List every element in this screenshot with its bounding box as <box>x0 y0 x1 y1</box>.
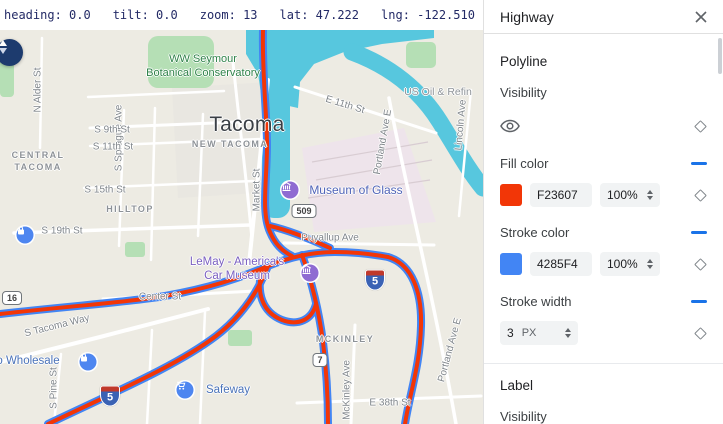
street-label-s-9th: S 9th St <box>94 124 130 136</box>
warehouse-store-icon[interactable] <box>79 353 97 371</box>
area-label-new-tacoma: NEW TACOMA <box>191 139 269 149</box>
panel-scrollbar[interactable] <box>718 38 722 74</box>
stroke-color-label: Stroke color <box>500 225 570 240</box>
section-divider <box>484 363 723 364</box>
polyline-visibility-label: Visibility <box>500 85 547 100</box>
fill-opacity-input[interactable]: 100% <box>600 183 660 207</box>
interstate-5-shield: 5 <box>365 269 385 291</box>
dash-icon[interactable] <box>691 231 707 234</box>
eye-icon[interactable] <box>500 116 520 136</box>
street-label-e-38th: E 38th St <box>369 397 411 409</box>
route-16-shield: 16 <box>1 291 23 305</box>
stepper-arrows-icon[interactable] <box>647 190 653 200</box>
area-label-central-line2: TACOMA <box>14 162 62 172</box>
city-label-tacoma: Tacoma <box>209 113 285 136</box>
lat-readout: lat: 47.222 <box>279 8 360 22</box>
fill-color-hex-input[interactable]: F23607 <box>530 183 592 207</box>
street-label-puyallup-ave: Puyallup Ave <box>301 232 359 244</box>
street-label-s-11th: S 11th St <box>92 141 134 153</box>
street-label-s-19th: S 19th St <box>41 225 83 237</box>
stroke-width-input[interactable]: 3 PX <box>500 321 578 345</box>
diamond-icon[interactable] <box>694 257 707 271</box>
lng-readout: lng: -122.510 <box>381 8 475 22</box>
stroke-opacity-input[interactable]: 100% <box>600 252 660 276</box>
stroke-color-swatch[interactable] <box>500 253 522 275</box>
fill-color-label: Fill color <box>500 156 549 171</box>
section-title-label: Label <box>500 378 534 393</box>
route-509-shield: 509 <box>291 204 317 218</box>
panel-header: Highway <box>484 0 723 34</box>
route-7-shield: 7 <box>312 353 328 367</box>
wright-park <box>148 36 214 88</box>
area-label-mckinley: MCKINLEY <box>315 334 375 344</box>
stroke-width-label-row: Stroke width <box>500 294 707 309</box>
street-label-mckinley-ave: McKinley Ave <box>341 360 353 420</box>
section-title-polyline: Polyline <box>500 54 548 69</box>
tilt-readout: tilt: 0.0 <box>112 8 178 22</box>
street-label-s-15th: S 15th St <box>84 184 126 196</box>
stroke-width-row: 3 PX <box>500 321 707 345</box>
park-label-conservatory-line2: Botanical Conservatory <box>146 67 260 79</box>
area-label-central-line1: CENTRAL <box>11 150 65 160</box>
poi-label-lemay-line1[interactable]: LeMay - America's <box>189 256 285 268</box>
map-viewport[interactable]: WW Seymour Botanical Conservatory Tacoma… <box>0 30 483 424</box>
poi-label-wholesale[interactable]: o Wholesale <box>0 355 60 367</box>
parks <box>0 36 436 346</box>
park-label-conservatory-line1: WW Seymour <box>169 53 237 65</box>
heading-readout: heading: 0.0 <box>4 8 91 22</box>
close-icon[interactable] <box>691 7 711 27</box>
stroke-width-label: Stroke width <box>500 294 572 309</box>
museum-icon[interactable] <box>301 264 319 282</box>
street-label-market-st: Market St <box>251 168 263 212</box>
map-column: heading: 0.0 tilt: 0.0 zoom: 13 lat: 47.… <box>0 0 483 424</box>
interstate-5-shield: 5 <box>100 385 120 407</box>
poi-label-us-oil: US Oil & Refin <box>404 86 472 98</box>
diamond-icon[interactable] <box>694 119 707 133</box>
feature-style-panel: Highway Polyline Visibility Fill color F <box>483 0 723 424</box>
poi-label-safeway[interactable]: Safeway <box>205 384 251 396</box>
polyline-visibility-row <box>500 114 707 138</box>
street-label-center-st: Center St <box>138 291 182 303</box>
zoom-readout: zoom: 13 <box>199 8 258 22</box>
streets <box>0 36 483 424</box>
camera-debug-bar: heading: 0.0 tilt: 0.0 zoom: 13 lat: 47.… <box>0 0 483 30</box>
dash-icon[interactable] <box>691 162 707 165</box>
poi-label-lemay-line2[interactable]: Car Museum <box>204 270 270 282</box>
fill-opacity-value: 100% <box>607 188 638 202</box>
fill-color-row: F23607 100% <box>500 183 707 207</box>
commencement-bay <box>246 30 434 108</box>
stroke-opacity-value: 100% <box>607 257 638 271</box>
poi-label-museum-of-glass[interactable]: Museum of Glass <box>309 183 403 197</box>
panel-title: Highway <box>500 8 554 25</box>
street-label-s-pine: S Pine St <box>48 367 60 409</box>
stroke-color-label-row: Stroke color <box>500 225 707 240</box>
shopping-cart-icon[interactable] <box>176 381 194 399</box>
label-visibility-label: Visibility <box>500 409 547 424</box>
rail-lines <box>307 141 433 199</box>
museum-icon[interactable] <box>281 181 299 199</box>
street-label-s-sprague: S Sprague Ave <box>113 104 125 172</box>
diamond-icon[interactable] <box>694 188 707 202</box>
stroke-color-hex-input[interactable]: 4285F4 <box>530 252 592 276</box>
street-label-n-alder: N Alder St <box>32 67 44 113</box>
fill-color-swatch[interactable] <box>500 184 522 206</box>
fill-color-label-row: Fill color <box>500 156 707 171</box>
stepper-arrows-icon[interactable] <box>565 328 571 338</box>
poi-badge-icon[interactable] <box>16 226 34 244</box>
stroke-width-unit: PX <box>521 327 537 339</box>
panel-body: Polyline Visibility Fill color F23607 10… <box>484 34 723 345</box>
diamond-icon[interactable] <box>694 326 707 340</box>
puyallup-river <box>343 43 483 197</box>
area-label-hilltop: HILLTOP <box>106 204 154 214</box>
stepper-arrows-icon[interactable] <box>647 259 653 269</box>
label-section: Label Visibility <box>484 364 723 424</box>
stroke-width-value: 3 <box>507 326 514 340</box>
map-compass-control[interactable] <box>0 39 23 66</box>
stroke-color-row: 4285F4 100% <box>500 252 707 276</box>
dash-icon[interactable] <box>691 300 707 303</box>
